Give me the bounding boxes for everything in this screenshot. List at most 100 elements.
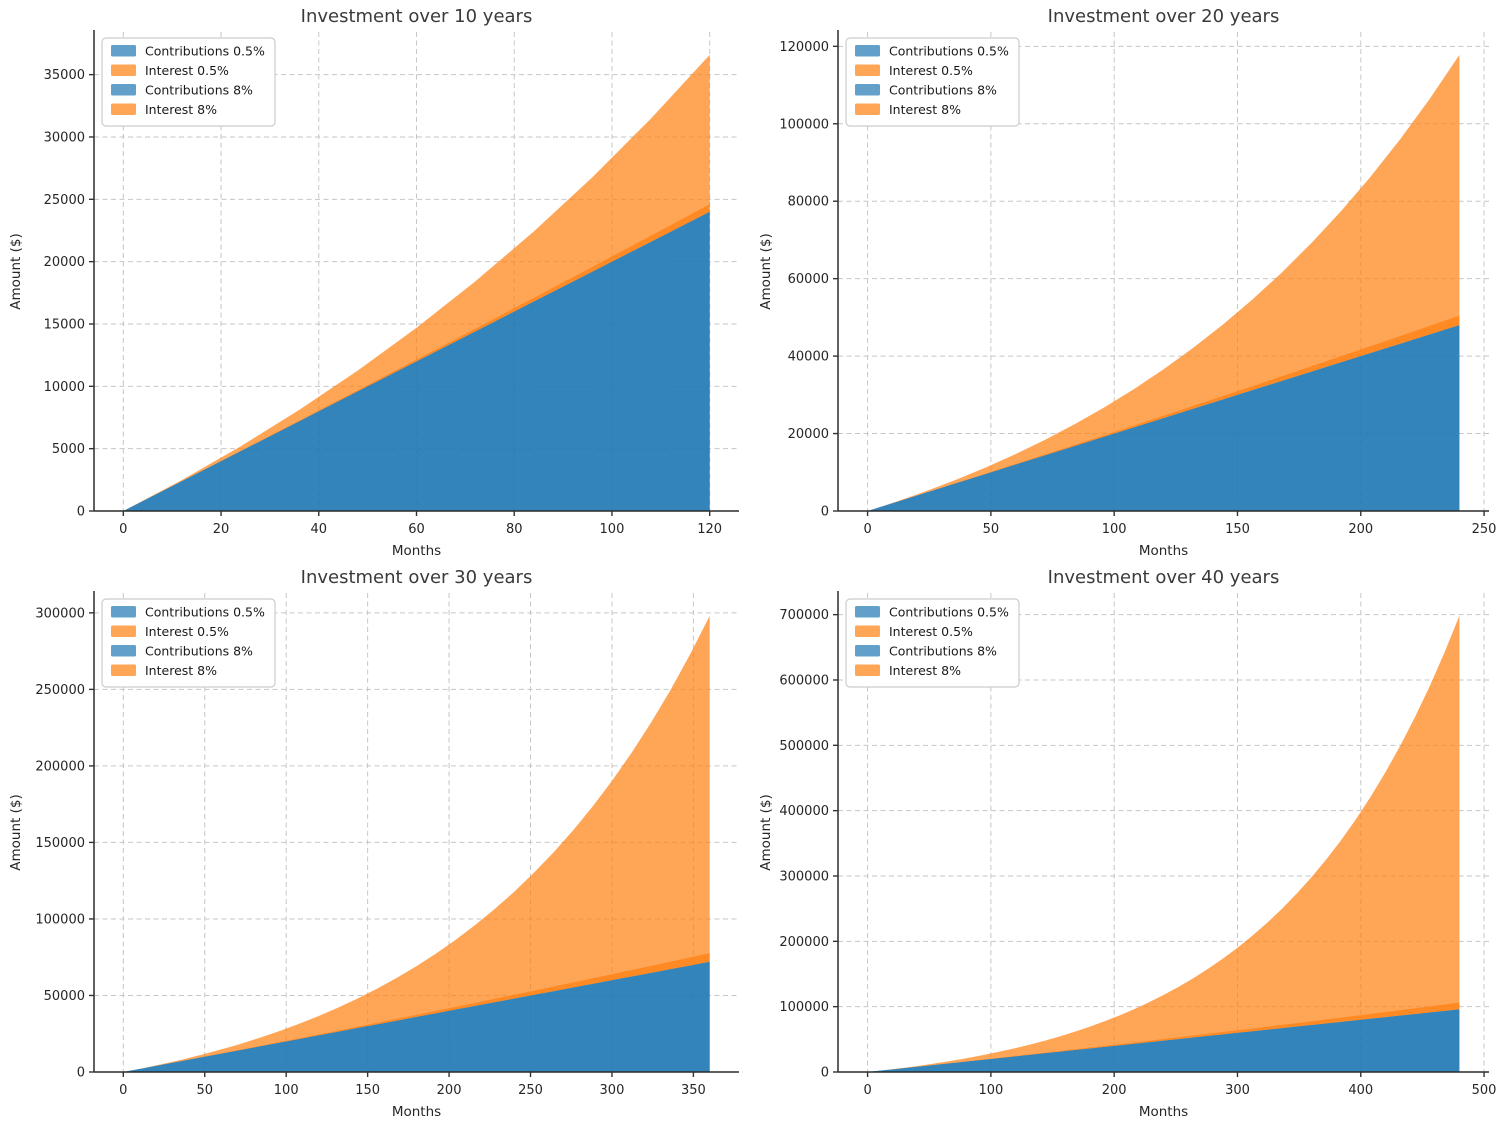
area-series: [123, 54, 710, 512]
x-tick-label: 250: [1472, 522, 1497, 537]
tick-marks: [89, 73, 711, 516]
x-tick-label: 200: [437, 1083, 462, 1098]
x-tick-label: 100: [978, 1083, 1003, 1098]
legend-label: Contributions 8%: [889, 644, 997, 659]
y-tick-label: 200000: [35, 759, 85, 774]
legend-box: [845, 37, 1020, 127]
y-tick-label: 20000: [44, 255, 85, 270]
legend-swatch-orange: [855, 625, 880, 637]
chart-investment-over-20-years: 0 50 100 150 200 250 0 20000 40000 60000 80000 1000…: [758, 6, 1496, 559]
legend-swatch-orange: [111, 103, 136, 115]
x-tick-label: 50: [983, 522, 1000, 537]
area-contributions-8pct: [867, 325, 1460, 511]
legend-box: [845, 598, 1020, 688]
legend-swatch-blue: [855, 606, 880, 618]
legend-label: Contributions 0.5%: [145, 44, 265, 59]
x-tick-label: 120: [697, 522, 722, 537]
area-contributions-8pct: [123, 211, 710, 512]
y-tick-label: 0: [821, 1066, 829, 1081]
y-tick-label: 0: [821, 505, 829, 520]
chart-title: Investment over 30 years: [301, 567, 533, 588]
x-tick-label: 100: [1102, 522, 1127, 537]
axes-spines: [93, 591, 739, 1073]
legend-swatch-blue: [855, 45, 880, 57]
x-axis-label: Months: [1139, 543, 1188, 559]
y-axis-label: Amount ($): [8, 233, 24, 309]
axes-spines: [837, 30, 1489, 512]
y-tick-label: 5000: [52, 442, 85, 457]
tick-labels: 0 50 100 150 200 250 0 20000 40000 60000 80000 1000…: [779, 40, 1496, 537]
legend-swatch-orange: [855, 103, 880, 115]
area-contributions-8pct: [123, 961, 710, 1072]
tick-labels: 0 100 200 300 400 500 0 100000 200000 300000 40000…: [779, 608, 1496, 1098]
subplot-investment-40-years: 0 100 200 300 400 500 0 100000 200000 300000 40000…: [750, 561, 1500, 1122]
x-tick-label: 400: [1348, 1083, 1373, 1098]
y-tick-label: 15000: [44, 317, 85, 332]
area-interest-8pct: [867, 54, 1460, 512]
y-tick-label: 40000: [788, 350, 829, 365]
x-tick-label: 0: [119, 1083, 127, 1098]
y-tick-label: 250000: [35, 683, 85, 698]
x-tick-label: 60: [408, 522, 425, 537]
subplot-investment-20-years: 0 50 100 150 200 250 0 20000 40000 60000 80000 1000…: [750, 0, 1500, 561]
x-tick-label: 100: [274, 1083, 299, 1098]
x-axis-label: Months: [1139, 1104, 1188, 1120]
y-tick-label: 80000: [788, 195, 829, 210]
x-tick-label: 250: [518, 1083, 543, 1098]
y-tick-label: 25000: [44, 193, 85, 208]
y-axis-label: Amount ($): [758, 233, 774, 309]
legend: Contributions 0.5% Interest 0.5% Contribut…: [101, 598, 276, 688]
legend-swatch-blue: [111, 45, 136, 57]
area-series: [123, 615, 710, 1072]
legend-label: Contributions 8%: [145, 644, 253, 659]
y-tick-label: 100000: [779, 117, 829, 132]
x-tick-label: 300: [600, 1083, 625, 1098]
legend-label: Contributions 0.5%: [145, 605, 265, 620]
y-tick-label: 300000: [779, 869, 829, 884]
chart-title: Investment over 20 years: [1048, 6, 1280, 27]
chart-title: Investment over 40 years: [1048, 567, 1280, 588]
x-tick-label: 40: [310, 522, 327, 537]
legend-label: Interest 8%: [889, 663, 961, 678]
y-tick-label: 0: [77, 505, 85, 520]
legend-swatch-blue: [111, 645, 136, 657]
y-tick-label: 150000: [35, 836, 85, 851]
legend-label: Interest 8%: [145, 102, 217, 117]
y-tick-label: 300000: [35, 606, 85, 621]
x-tick-label: 200: [1348, 522, 1373, 537]
x-tick-label: 0: [863, 1083, 871, 1098]
subplot-investment-10-years: 0 20 40 60 80 100 120 0 5000 10000 15000 20000 25000…: [0, 0, 750, 561]
legend-box: [101, 37, 276, 127]
y-tick-label: 700000: [779, 608, 829, 623]
legend-label: Contributions 0.5%: [889, 44, 1009, 59]
y-tick-label: 30000: [44, 130, 85, 145]
legend-label: Interest 0.5%: [889, 624, 973, 639]
y-tick-label: 100000: [779, 1000, 829, 1015]
y-tick-label: 10000: [44, 380, 85, 395]
legend-label: Interest 0.5%: [145, 624, 229, 639]
legend-swatch-orange: [855, 64, 880, 76]
area-interest-8pct: [867, 615, 1460, 1072]
y-tick-label: 500000: [779, 739, 829, 754]
y-tick-label: 100000: [35, 912, 85, 927]
x-tick-label: 150: [1225, 522, 1250, 537]
legend-swatch-blue: [111, 84, 136, 96]
chart-investment-over-10-years: 0 20 40 60 80 100 120 0 5000 10000 15000 20000 25000…: [8, 6, 739, 559]
legend-swatch-orange: [111, 64, 136, 76]
y-tick-label: 0: [77, 1066, 85, 1081]
chart-title: Investment over 10 years: [301, 6, 533, 27]
legend-swatch-blue: [855, 84, 880, 96]
tick-marks: [833, 45, 1485, 516]
legend-swatch-blue: [111, 606, 136, 618]
legend-box: [101, 598, 276, 688]
x-tick-label: 500: [1472, 1083, 1497, 1098]
x-tick-label: 0: [863, 522, 871, 537]
legend-label: Interest 0.5%: [889, 63, 973, 78]
axes-spines: [837, 591, 1489, 1073]
y-tick-label: 120000: [779, 40, 829, 55]
x-tick-label: 80: [506, 522, 523, 537]
legend-label: Interest 8%: [889, 102, 961, 117]
legend-swatch-orange: [111, 664, 136, 676]
legend-swatch-orange: [111, 625, 136, 637]
